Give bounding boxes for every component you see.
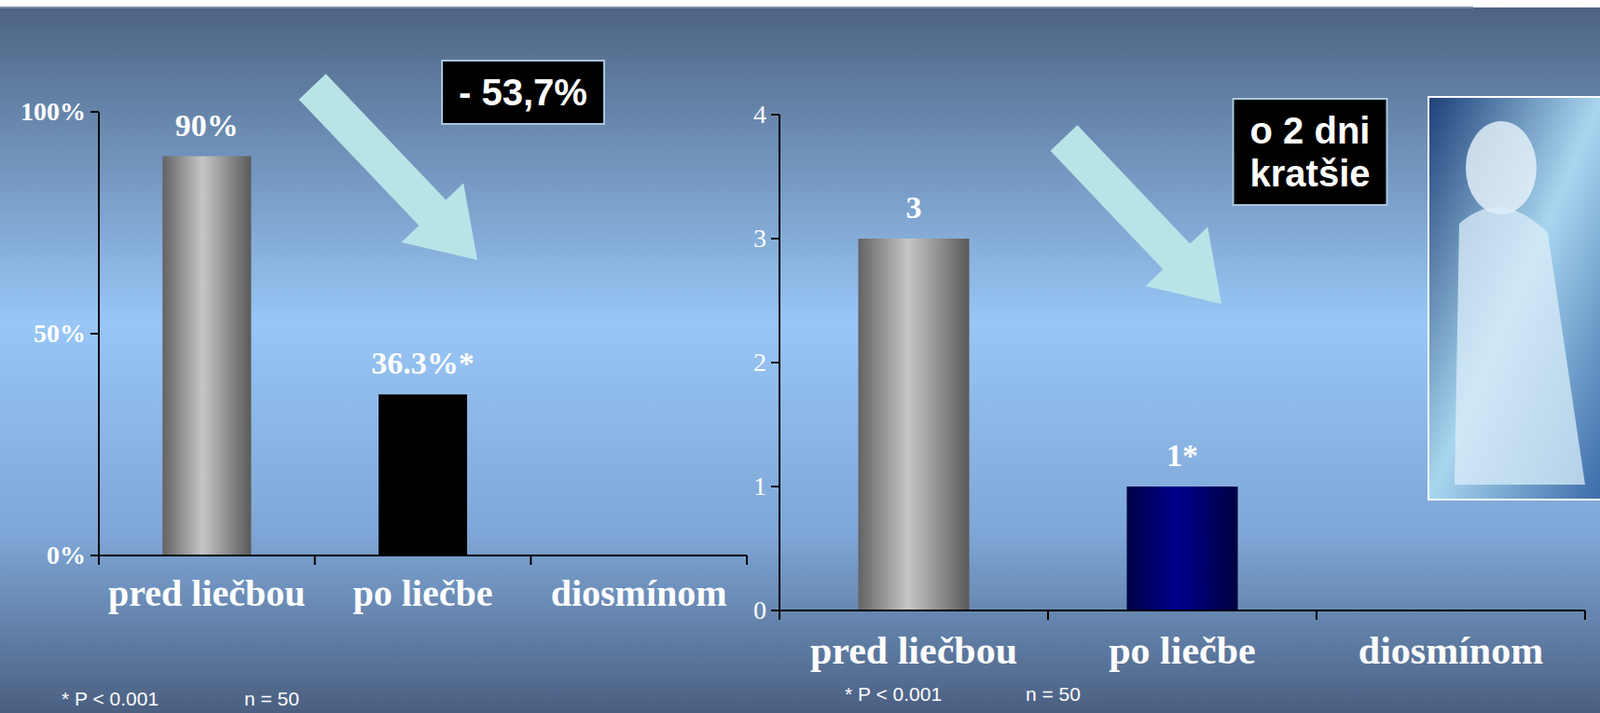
x-axis bbox=[779, 609, 1586, 612]
y-tick bbox=[90, 332, 99, 335]
bar bbox=[1127, 486, 1239, 611]
chart-panel: 3 1* 0 1 2 3 4 pred liečbou po liečbe diosmínom o … bbox=[753, 98, 1586, 705]
annotation-text: o 2 dnikratšie bbox=[1250, 110, 1371, 194]
annotation-box bbox=[441, 60, 605, 125]
data-label: 36.3%* bbox=[371, 345, 475, 381]
y-tick bbox=[771, 361, 780, 364]
y-tick bbox=[771, 113, 780, 116]
y-tick bbox=[771, 237, 780, 240]
data-label: 1* bbox=[1166, 438, 1199, 473]
y-tick bbox=[771, 609, 780, 612]
x-tick bbox=[745, 555, 748, 566]
y-tick-label: 1 bbox=[753, 471, 767, 501]
y-tick-label: 2 bbox=[753, 347, 767, 377]
annotation: - 53,7% bbox=[441, 60, 605, 125]
photo-figure bbox=[1454, 206, 1586, 485]
chart-panel: 90% 36.3%* 0% 50% 100% pred liečbou po liečbe d… bbox=[20, 60, 747, 710]
x-tick-label: pred liečbou bbox=[108, 572, 306, 615]
x-tick-label: pred liečbou bbox=[810, 629, 1018, 673]
photo-figure bbox=[1465, 121, 1537, 215]
footnote: * P < 0.001 bbox=[61, 688, 159, 710]
top-rule bbox=[0, 6, 1474, 9]
y-tick bbox=[90, 554, 99, 557]
x-tick-label: diosmínom bbox=[551, 572, 728, 615]
y-tick-label: 0% bbox=[46, 540, 86, 570]
y-tick-label: 3 bbox=[753, 223, 767, 253]
x-tick bbox=[1315, 610, 1318, 621]
x-tick bbox=[529, 555, 532, 566]
x-tick-label: diosmínom bbox=[1358, 629, 1544, 673]
x-tick bbox=[97, 555, 100, 566]
x-tick-label: po liečbe bbox=[1108, 629, 1256, 673]
bars bbox=[858, 238, 1239, 611]
photo bbox=[1428, 96, 1600, 500]
x-tick bbox=[314, 555, 317, 566]
y-tick-label: 0 bbox=[753, 595, 767, 625]
x-tick bbox=[1047, 610, 1049, 621]
top-strip bbox=[0, 0, 1600, 8]
footnote: n = 50 bbox=[1025, 683, 1081, 705]
y-tick-label: 4 bbox=[753, 99, 767, 129]
bar bbox=[858, 238, 970, 611]
x-tick bbox=[1584, 610, 1587, 621]
annotation: o 2 dnikratšie bbox=[1233, 98, 1388, 206]
y-tick bbox=[771, 485, 780, 488]
data-label: 3 bbox=[906, 190, 923, 225]
annotation-box bbox=[1233, 98, 1388, 206]
x-tick-label: po liečbe bbox=[353, 572, 494, 615]
y-tick-label: 50% bbox=[33, 318, 86, 348]
data-label: 90% bbox=[175, 108, 239, 143]
y-tick bbox=[90, 110, 99, 113]
y-tick-label: 100% bbox=[20, 96, 86, 126]
annotation-text: - 53,7% bbox=[458, 71, 588, 113]
footnote: * P < 0.001 bbox=[844, 683, 942, 705]
canvas: 90% 36.3%* 0% 50% 100% pred liečbou po liečbe d… bbox=[0, 0, 1600, 713]
x-tick bbox=[778, 610, 781, 621]
arrow bbox=[1050, 124, 1223, 304]
x-axis bbox=[98, 554, 747, 557]
footnote: n = 50 bbox=[244, 688, 300, 710]
background bbox=[0, 0, 1600, 713]
bar bbox=[378, 394, 468, 556]
bar bbox=[162, 156, 251, 556]
